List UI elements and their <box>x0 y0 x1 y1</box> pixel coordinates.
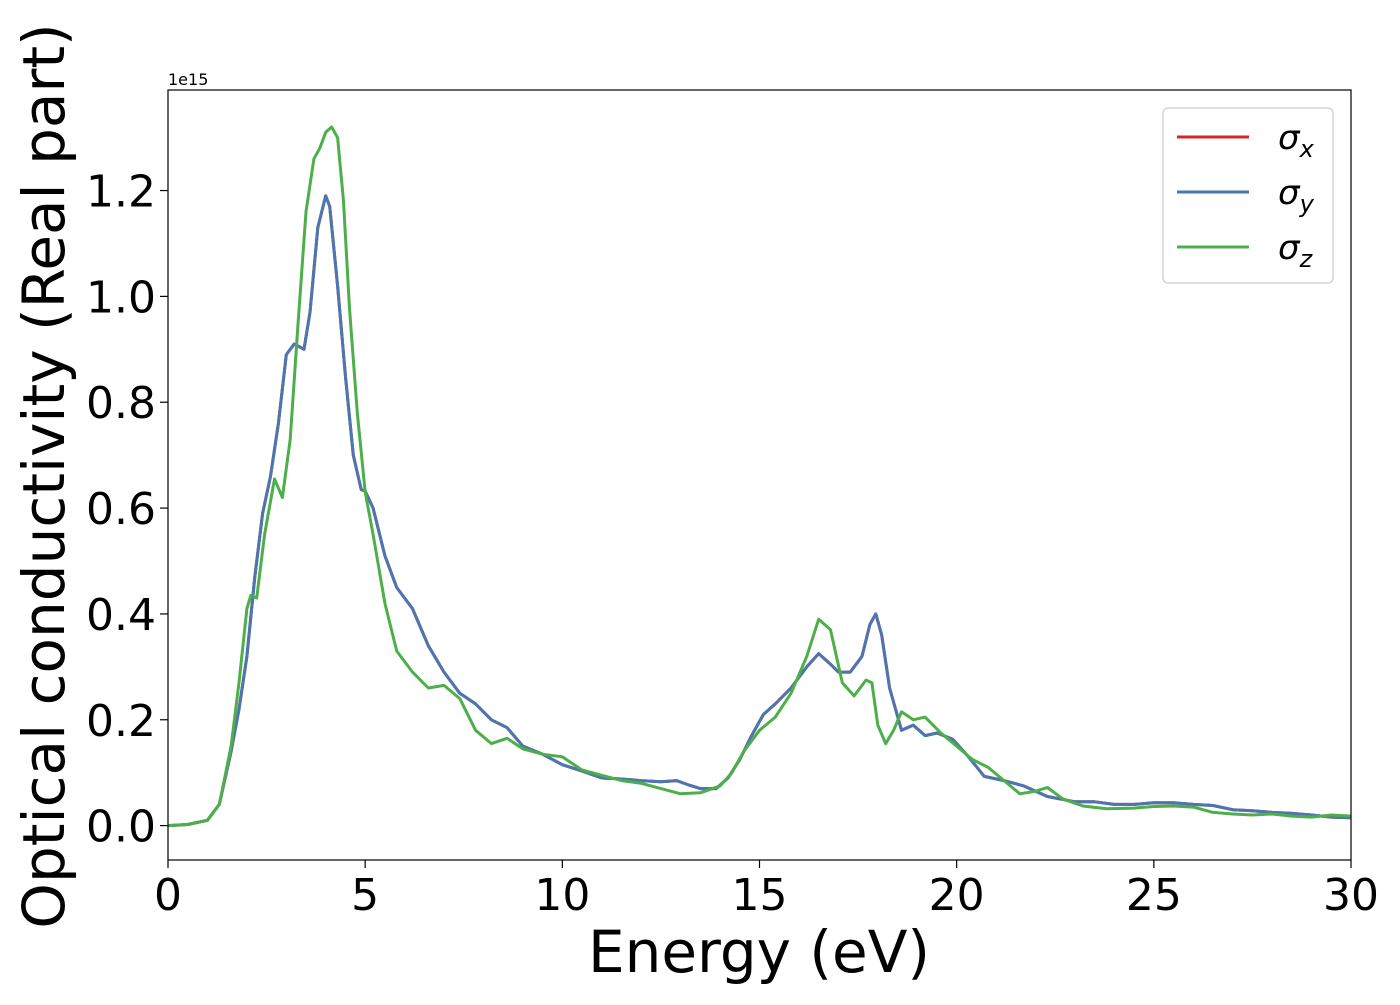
legend-label-x: σx <box>1278 118 1315 163</box>
x-tick-label: 25 <box>1126 870 1182 921</box>
x-axis-label: Energy (eV) <box>588 918 930 986</box>
y-tick-label: 1.0 <box>86 272 156 323</box>
x-tick-label: 30 <box>1323 870 1379 921</box>
y-tick-label: 1.2 <box>86 167 156 218</box>
plot-area <box>168 125 1351 828</box>
y-tick-label: 0.8 <box>86 378 156 429</box>
x-tick-label: 5 <box>351 870 379 921</box>
y-tick-label: 0.4 <box>86 590 156 641</box>
x-tick-label: 10 <box>534 870 590 921</box>
y-tick-label: 0.6 <box>86 484 156 535</box>
axes: 0 5 10 15 20 25 30 0.0 0.2 0.4 0.6 0.8 1.0 1.2 <box>86 89 1379 921</box>
series-line-z <box>168 125 1351 828</box>
y-tick-label: 0.0 <box>86 802 156 853</box>
legend-label-z: σz <box>1278 228 1314 273</box>
legend-box <box>1162 107 1334 284</box>
y-axis-label: Optical conductivity (Real part) <box>10 23 78 928</box>
legend-label-y: σy <box>1278 173 1315 218</box>
y-tick-label: 0.2 <box>86 696 156 747</box>
x-tick-label: 15 <box>732 870 788 921</box>
x-tick-label: 20 <box>929 870 985 921</box>
y-offset-label: 1e15 <box>168 70 208 89</box>
legend: σx σy σz <box>1162 107 1334 284</box>
x-tick-label: 0 <box>154 870 182 921</box>
